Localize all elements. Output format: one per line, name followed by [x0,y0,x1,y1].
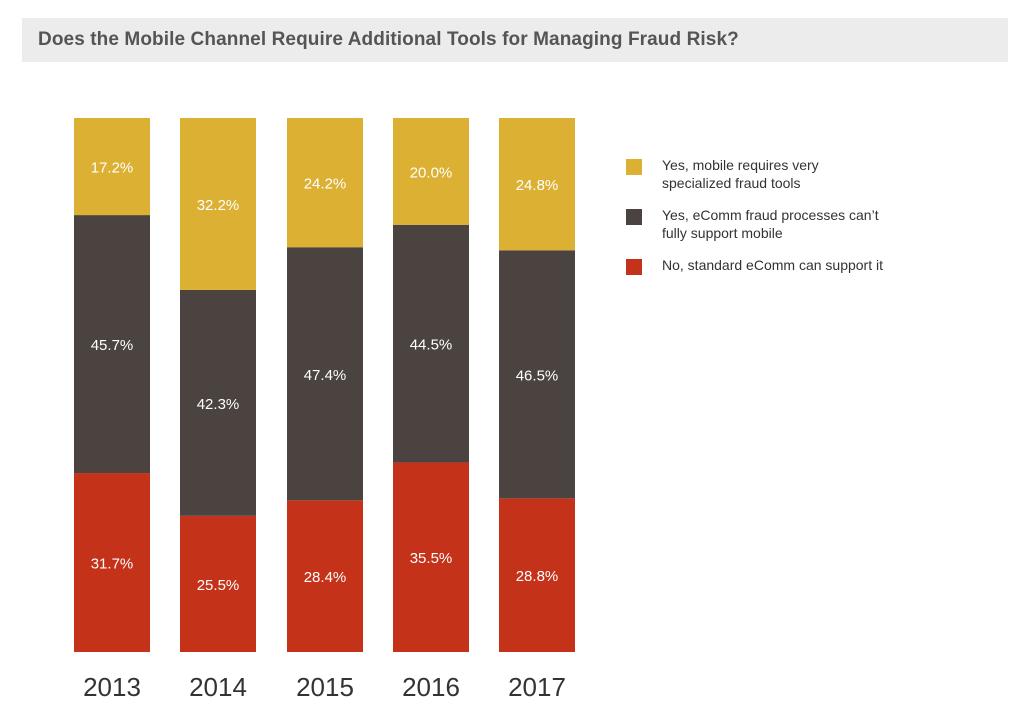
x-tick-label-2017: 2017 [508,672,566,702]
data-label-2016-standard-ecomm: 35.5% [410,550,453,567]
x-tick-label-2016: 2016 [402,672,460,702]
data-label-2013-cant-fully-support: 45.7% [91,337,134,354]
legend-label: Yes, eComm fraud processes can’t fully s… [662,207,879,241]
data-label-2015-specialized-tools: 24.2% [304,176,347,193]
bar-2017-specialized-tools [499,118,575,251]
data-label-2014-specialized-tools: 32.2% [197,197,240,214]
legend-swatch-yellow [626,159,642,175]
bar-2013-specialized-tools [74,118,150,216]
data-label-2017-specialized-tools: 24.8% [516,177,559,194]
bar-2015-specialized-tools [287,118,363,248]
bar-2015-standard-ecomm [287,500,363,652]
legend-item-specialized-tools: Yes, mobile requires very specialized fr… [626,156,886,192]
data-label-2014-standard-ecomm: 25.5% [197,577,240,594]
bar-2016-specialized-tools [393,118,469,225]
bar-2016-standard-ecomm [393,462,469,652]
data-label-2015-cant-fully-support: 47.4% [304,367,347,384]
chart-title: Does the Mobile Channel Require Addition… [38,29,739,50]
legend-item-cant-fully-support: Yes, eComm fraud processes can’t fully s… [626,206,886,242]
data-label-2013-specialized-tools: 17.2% [91,160,134,177]
legend-item-standard-ecomm: No, standard eComm can support it [626,256,886,292]
legend-label: Yes, mobile requires very specialized fr… [662,157,819,191]
x-tick-label-2015: 2015 [296,672,354,702]
data-label-2015-standard-ecomm: 28.4% [304,569,347,586]
legend-swatch-red [626,259,642,275]
title-bar: Does the Mobile Channel Require Addition… [22,18,1008,62]
bar-2014-standard-ecomm [180,515,256,652]
bar-2016-cant-fully-support [393,224,469,463]
x-tick-label-2013: 2013 [83,672,141,702]
data-label-2014-cant-fully-support: 42.3% [197,396,240,413]
bar-2013-standard-ecomm [74,473,150,652]
data-label-2017-standard-ecomm: 28.8% [516,568,559,585]
data-label-2017-cant-fully-support: 46.5% [516,367,559,384]
bar-2014-specialized-tools [180,118,256,290]
data-label-2013-standard-ecomm: 31.7% [91,556,134,573]
bar-2015-cant-fully-support [287,247,363,501]
legend-label: No, standard eComm can support it [662,257,883,273]
data-label-2016-specialized-tools: 20.0% [410,164,453,181]
legend: Yes, mobile requires very specialized fr… [626,156,886,306]
bar-2014-cant-fully-support [180,289,256,516]
bar-2017-cant-fully-support [499,250,575,499]
data-label-2016-cant-fully-support: 44.5% [410,337,453,354]
bar-2017-standard-ecomm [499,498,575,652]
legend-swatch-dark [626,209,642,225]
x-tick-label-2014: 2014 [189,672,247,702]
bar-2013-cant-fully-support [74,215,150,474]
